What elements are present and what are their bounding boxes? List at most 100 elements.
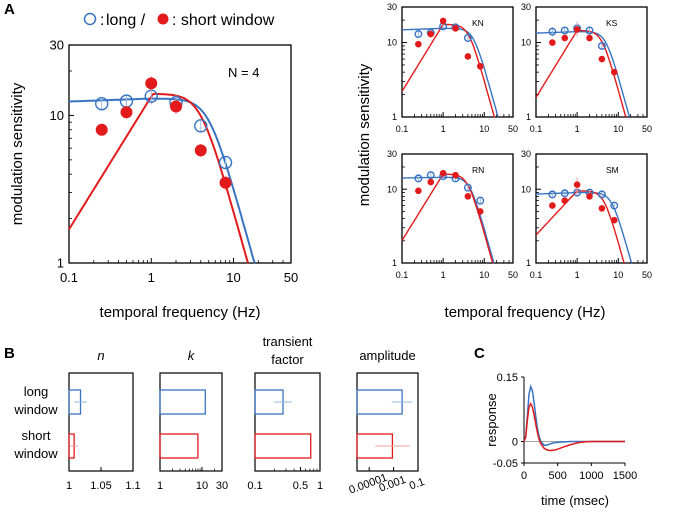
y-tick-label: 10 (521, 38, 531, 48)
point-short-window (194, 144, 207, 157)
point-short-window (415, 40, 422, 48)
response-curve-long (523, 383, 625, 447)
legend-long-label: long / (106, 12, 146, 29)
y-tick-label: 30 (387, 149, 397, 159)
x-tick-label: 0 (521, 470, 527, 482)
param-tick-label: 1 (317, 480, 323, 492)
param-frame (68, 372, 134, 472)
y-tick-label: 30 (521, 149, 531, 159)
point-short-window (476, 208, 484, 215)
point-long-window (585, 26, 594, 35)
x-tick-label: 1 (575, 270, 580, 280)
point-short-window (464, 193, 472, 200)
chart-title-KN: KN (472, 18, 484, 28)
point-short-window (476, 62, 484, 70)
point-long-window (414, 174, 423, 183)
y-tick-label: 10 (50, 108, 64, 123)
param-tick-label: 10 (196, 480, 208, 492)
chart-title-SM: SM (606, 165, 619, 175)
point-short-window (120, 106, 133, 119)
point-long-window (463, 183, 472, 192)
point-short-window (561, 34, 569, 42)
y-tick-label: 30 (521, 2, 531, 12)
param-title: amplitude (359, 348, 415, 363)
point-long-window (426, 171, 435, 180)
x-tick-label: 1 (575, 124, 580, 134)
plot-frame (401, 6, 514, 118)
point-short-window (452, 171, 459, 179)
point-short-window (573, 26, 581, 33)
legend-long-marker (83, 12, 97, 26)
point-long-window (597, 190, 606, 199)
point-long-window (597, 41, 606, 50)
fit-curve-short (401, 23, 496, 118)
fit-curve-short (401, 173, 494, 264)
bar-short-window (254, 433, 312, 459)
point-short-window (598, 55, 606, 63)
x-tick-label: 500 (548, 470, 566, 482)
param-tick-label: 1.05 (90, 480, 111, 492)
y-tick-label: 10 (387, 38, 397, 48)
point-short-window (145, 77, 158, 90)
param-tick-label: 1 (157, 480, 163, 492)
x-tick-label: 1 (148, 270, 155, 285)
point-long-window (548, 27, 557, 36)
point-short-window (610, 68, 618, 76)
legend-short-label: : short window (172, 12, 275, 29)
point-short-window (452, 25, 459, 32)
panel-label-a: A (4, 1, 15, 18)
y-tick-label: 0.15 (497, 372, 518, 384)
x-tick-label: 0.1 (60, 270, 78, 285)
y-tick-label: 1 (392, 258, 397, 268)
point-long-window (414, 30, 423, 39)
y-tick-label: 10 (521, 184, 531, 194)
chart-title-RN: RN (472, 165, 484, 175)
point-short-window (170, 100, 183, 113)
y-tick-label: 10 (387, 184, 397, 194)
point-short-window (439, 169, 447, 177)
x-tick-label: 1 (441, 124, 446, 134)
chart-KS: 0.1 1 10 50 1 10 30 KS (521, 2, 652, 134)
chart-KN: 0.1 1 10 50 1 10 30 KN (387, 2, 518, 134)
y-tick-label: 30 (387, 2, 397, 12)
response-curve-short (523, 402, 625, 452)
x-tick-label: 10 (613, 270, 623, 280)
param-tick-label: 0.5 (293, 480, 308, 492)
chart-title-avg: N = 4 (228, 65, 259, 80)
row-label-short-window: window (13, 446, 58, 461)
chart-params: long window short window n 1 1.05 1.1 k 1 10 30 tran… (13, 334, 426, 497)
param-tick-label: 1 (66, 480, 72, 492)
point-long-window (463, 34, 472, 43)
bar-short-window (159, 433, 199, 459)
y-tick-label: 30 (50, 38, 64, 53)
x-axis-title-response: time (msec) (541, 493, 609, 508)
point-long-window (610, 201, 619, 210)
x-tick-label: 10 (613, 124, 623, 134)
x-tick-label: 10 (479, 124, 489, 134)
point-short-window (439, 17, 447, 25)
y-tick-label: -0.05 (493, 458, 518, 470)
y-tick-label: 1 (526, 258, 531, 268)
x-tick-label: 50 (642, 124, 652, 134)
y-axis-title-individual: modulation sensitivity (356, 63, 373, 206)
x-tick-label: 10 (479, 270, 489, 280)
param-title: transient (263, 334, 313, 349)
plot-frame (68, 44, 292, 264)
point-short-window (464, 53, 472, 60)
x-tick-label: 0.1 (396, 270, 409, 280)
point-short-window (549, 39, 556, 46)
fit-curve-long (536, 31, 631, 118)
param-tick-label: 0.1 (408, 476, 426, 493)
y-axis-title-response: response (484, 393, 499, 446)
param-title: k (188, 348, 196, 363)
plot-frame (401, 153, 514, 264)
row-label-short-window: short (22, 428, 51, 443)
legend-long-colon: : (100, 12, 104, 29)
plot-frame (535, 153, 648, 264)
point-long-window (194, 119, 208, 133)
fit-curve-short (535, 29, 627, 118)
